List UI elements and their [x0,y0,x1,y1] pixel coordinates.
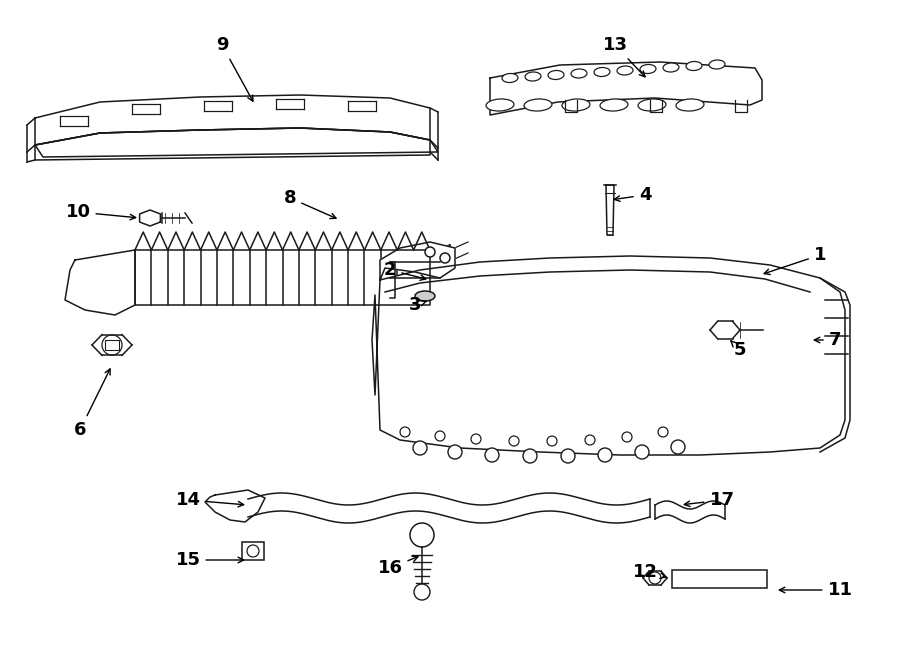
Circle shape [413,441,427,455]
Ellipse shape [709,60,725,69]
Circle shape [471,434,481,444]
Polygon shape [35,128,438,157]
Ellipse shape [548,71,564,79]
Ellipse shape [638,99,666,111]
Circle shape [523,449,537,463]
Text: 4: 4 [615,186,652,204]
Polygon shape [820,278,850,452]
Ellipse shape [502,73,518,83]
Ellipse shape [525,72,541,81]
Circle shape [585,435,595,445]
Ellipse shape [571,69,587,78]
Circle shape [102,335,122,355]
Circle shape [793,323,823,353]
FancyBboxPatch shape [672,570,767,588]
Text: 1: 1 [764,246,826,274]
Text: 6: 6 [74,369,110,439]
Text: 9: 9 [216,36,253,101]
Polygon shape [35,128,430,160]
Text: 13: 13 [602,36,645,77]
Polygon shape [205,490,265,522]
Polygon shape [490,62,762,115]
Text: 5: 5 [731,341,746,359]
Circle shape [400,427,410,437]
Text: 12: 12 [633,563,666,581]
FancyBboxPatch shape [105,340,119,350]
Ellipse shape [415,291,435,301]
Circle shape [440,253,450,263]
Ellipse shape [562,99,590,111]
Ellipse shape [486,99,514,111]
Ellipse shape [676,99,704,111]
Circle shape [658,427,668,437]
Text: 11: 11 [779,581,852,599]
Ellipse shape [617,66,633,75]
Circle shape [622,432,632,442]
Circle shape [671,440,685,454]
Circle shape [448,445,462,459]
Polygon shape [372,256,845,455]
Polygon shape [65,250,135,315]
Ellipse shape [524,99,552,111]
Circle shape [635,445,649,459]
Ellipse shape [594,67,610,77]
FancyBboxPatch shape [242,542,264,560]
Ellipse shape [600,99,628,111]
Text: 10: 10 [66,203,136,221]
Circle shape [414,584,430,600]
Ellipse shape [663,63,679,72]
Text: 8: 8 [284,189,336,219]
Polygon shape [35,95,430,145]
Circle shape [561,449,575,463]
Ellipse shape [640,65,656,73]
Text: 16: 16 [377,556,418,577]
Text: 15: 15 [176,551,244,569]
Ellipse shape [686,61,702,71]
Circle shape [509,436,519,446]
Circle shape [410,523,434,547]
Text: 17: 17 [684,491,734,509]
Circle shape [598,448,612,462]
Circle shape [547,436,557,446]
Circle shape [425,247,435,257]
Circle shape [435,431,445,441]
Polygon shape [135,250,430,305]
Text: 14: 14 [176,491,244,509]
Polygon shape [380,242,455,280]
Text: 7: 7 [814,331,842,349]
Circle shape [485,448,499,462]
Text: 2: 2 [383,261,426,280]
Text: 3: 3 [409,296,427,314]
